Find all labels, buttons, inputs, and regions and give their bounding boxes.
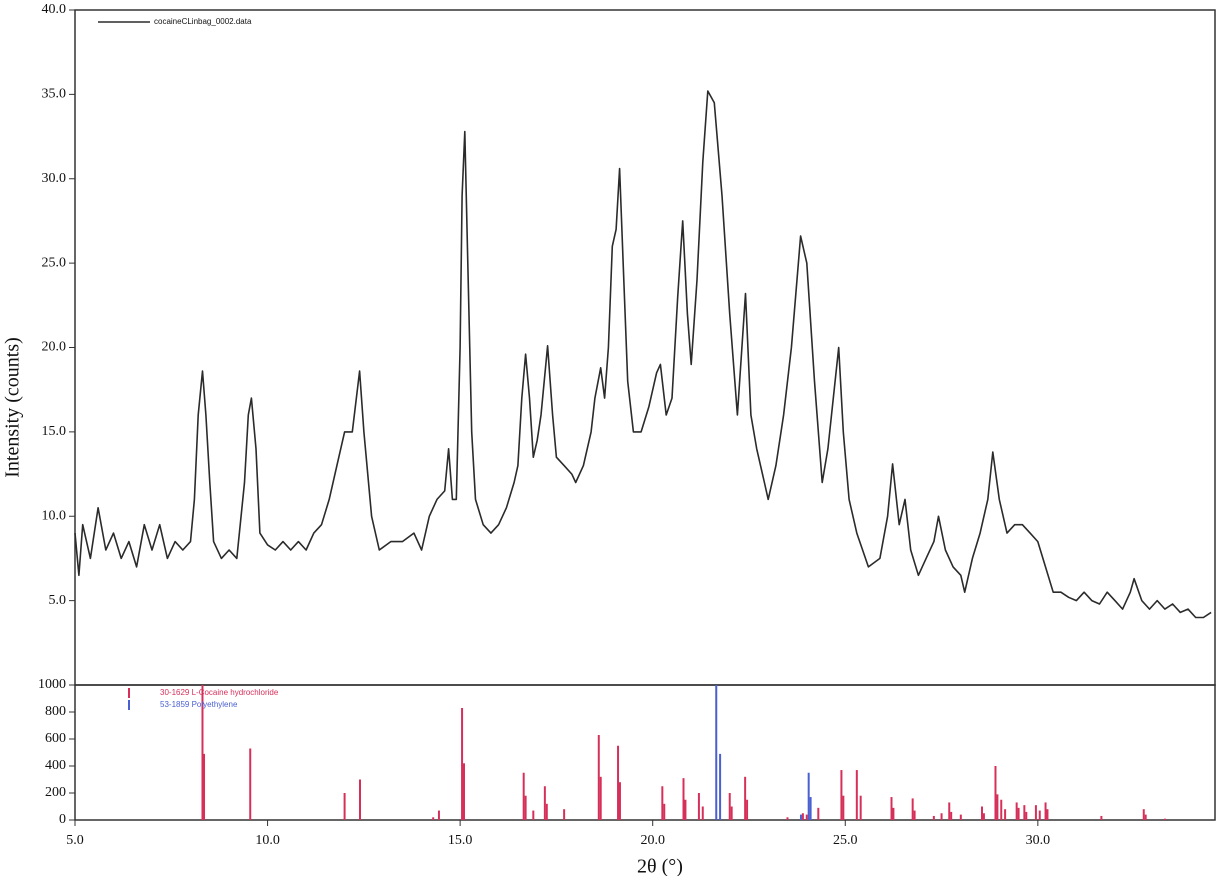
- y-tick-label: 10.0: [42, 508, 67, 523]
- data-line: [74, 90, 1212, 619]
- x-axis-label: 2θ (°): [637, 856, 683, 876]
- x-tick-label: 5.0: [66, 833, 84, 848]
- y-tick-label: 30.0: [42, 171, 67, 186]
- y-tick-label: 0: [59, 812, 66, 827]
- y-axis-label: Intensity (counts): [2, 337, 24, 478]
- legend-label: cocaineCLinbag_0002.data: [154, 17, 252, 26]
- y-tick-label: 1000: [38, 677, 66, 692]
- y-tick-label: 600: [45, 731, 66, 746]
- y-tick-label: 35.0: [42, 87, 67, 102]
- legend-label: 53-1859 Polyethylene: [160, 700, 238, 709]
- x-tick-label: 20.0: [640, 833, 665, 848]
- plot-frame: [74, 684, 1216, 821]
- x-tick-label: 15.0: [448, 833, 473, 848]
- legend-label: 30-1629 L-Cocaine hydrochloride: [160, 688, 279, 697]
- x-tick-label: 25.0: [833, 833, 858, 848]
- plot-frame: [74, 9, 1216, 686]
- y-tick-label: 40.0: [42, 2, 67, 17]
- y-tick-label: 25.0: [42, 255, 67, 270]
- y-tick-label: 15.0: [42, 424, 67, 439]
- y-tick-label: 200: [45, 785, 66, 800]
- y-tick-label: 400: [45, 758, 66, 773]
- x-tick-label: 30.0: [1026, 833, 1051, 848]
- y-tick-label: 5.0: [49, 593, 67, 608]
- y-tick-label: 20.0: [42, 340, 67, 355]
- y-tick-label: 800: [45, 704, 66, 719]
- x-tick-label: 10.0: [255, 833, 280, 848]
